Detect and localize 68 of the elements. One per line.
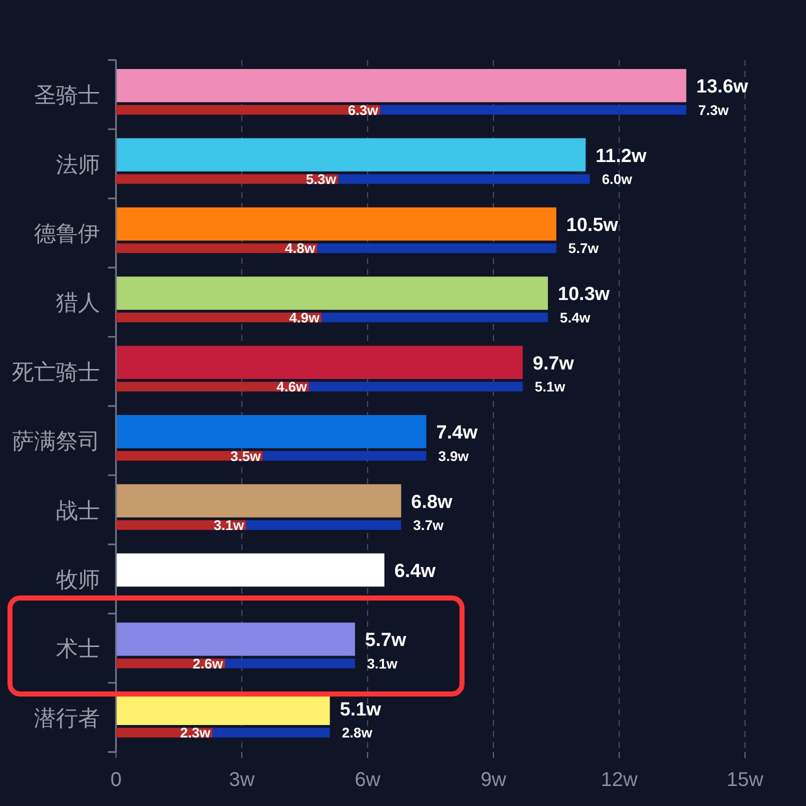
bar [116, 207, 556, 241]
bar [338, 174, 590, 184]
data-label: 3.7w [413, 517, 444, 534]
data-label: 2.3w [180, 724, 211, 741]
bar [116, 382, 309, 392]
data-label: 4.6w [276, 378, 307, 395]
data-label: 3.1w [367, 655, 398, 672]
bar [308, 382, 523, 392]
data-label: 5.7w [365, 630, 406, 652]
bar [116, 414, 426, 448]
data-label: 7.4w [436, 422, 478, 444]
y-tick-label: 牧师 [56, 567, 100, 592]
y-tick-label: 潜行者 [34, 705, 100, 730]
x-tick-label: 0 [110, 769, 122, 791]
bar [246, 520, 402, 530]
bar [116, 276, 548, 310]
bar [380, 104, 686, 115]
bar [262, 450, 426, 461]
data-label: 9.7w [532, 353, 574, 374]
bar [116, 622, 356, 656]
y-tick-label: 萨满祭司 [12, 428, 100, 454]
data-label: 4.8w [284, 240, 316, 256]
data-label: 4.9w [289, 309, 320, 326]
data-label: 7.3w [698, 102, 729, 118]
data-label: 5.1w [340, 699, 382, 720]
bar [116, 243, 318, 254]
bar [116, 68, 686, 102]
bar [116, 520, 246, 530]
bar [225, 658, 356, 668]
bar [116, 312, 322, 322]
data-label: 6.0w [602, 171, 632, 188]
data-label: 6.4w [394, 561, 436, 582]
y-tick-label: 德鲁伊 [34, 221, 100, 246]
data-label: 10.3w [558, 284, 610, 306]
y-tick-label: 圣骑士 [34, 82, 100, 108]
bar [116, 104, 380, 115]
data-label: 5.1w [534, 378, 566, 395]
data-label: 5.7w [568, 240, 599, 256]
data-label: 6.8w [411, 492, 453, 513]
data-label: 3.9w [438, 448, 469, 464]
x-tick-label: 6w [354, 769, 381, 791]
data-label: 3.5w [230, 448, 261, 464]
bar [116, 553, 384, 587]
data-label: 10.5w [566, 215, 618, 236]
data-label: 11.2w [596, 146, 647, 167]
data-label: 2.6w [192, 655, 224, 672]
x-tick-label: 12w [600, 769, 638, 791]
bar [116, 138, 586, 172]
data-label: 6.3w [348, 102, 378, 118]
y-tick-label: 死亡骑士 [12, 359, 100, 384]
data-label: 13.6w [696, 76, 748, 98]
bar [116, 174, 338, 184]
x-tick-label: 15w [726, 769, 764, 791]
bar [116, 346, 523, 380]
y-tick-label: 术士 [56, 636, 100, 662]
x-tick-label: 9w [480, 769, 507, 791]
data-label: 2.8w [342, 724, 372, 741]
bar [317, 243, 556, 254]
data-label: 5.4w [560, 309, 590, 326]
bar [321, 312, 548, 322]
x-tick-label: 3w [229, 769, 256, 791]
bar [212, 728, 330, 738]
data-label: 3.1w [214, 517, 244, 534]
y-tick-label: 法师 [56, 152, 100, 177]
bar [116, 484, 402, 518]
y-tick-label: 猎人 [56, 290, 100, 316]
data-label: 5.3w [306, 171, 336, 188]
y-tick-label: 战士 [56, 498, 100, 523]
